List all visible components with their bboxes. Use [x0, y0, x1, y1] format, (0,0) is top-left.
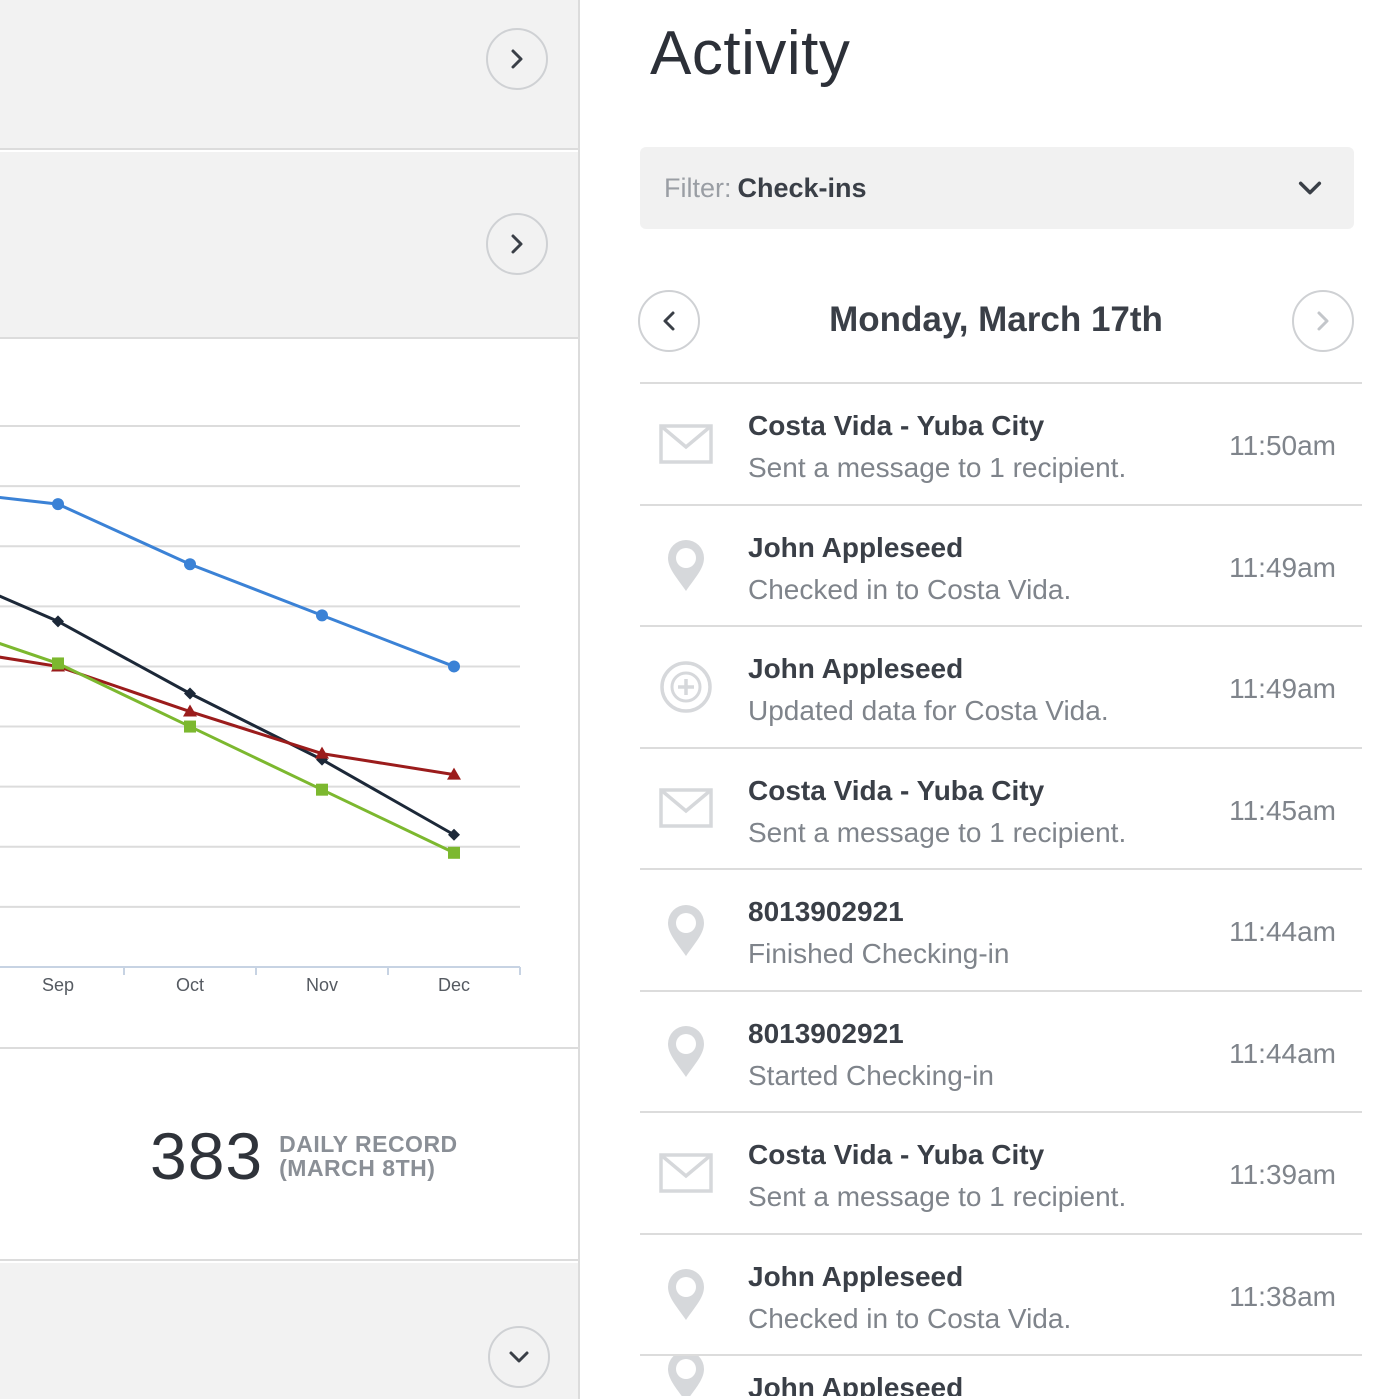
- chevron-right-icon: [511, 234, 523, 254]
- x-tick-label: Oct: [176, 975, 204, 995]
- activity-item-subtitle: Started Checking-in: [748, 1059, 994, 1091]
- chevron-down-icon: [509, 1351, 529, 1363]
- location-pin-icon: [658, 1356, 714, 1396]
- data-point: [52, 615, 64, 628]
- data-point: [448, 846, 460, 859]
- expand-button[interactable]: [486, 213, 548, 275]
- activity-item-time: 11:38am: [1229, 1280, 1336, 1312]
- activity-item[interactable]: 8013902921 Finished Checking-in 11:44am: [640, 870, 1362, 992]
- envelope-icon: [658, 1113, 714, 1233]
- x-tick-label: Nov: [306, 975, 338, 995]
- activity-item-subtitle: Updated data for Costa Vida.: [748, 695, 1109, 726]
- data-point: [315, 746, 329, 759]
- series-line: [0, 594, 455, 837]
- page-title: Activity: [650, 19, 851, 88]
- record-value: 383: [150, 1119, 264, 1193]
- activity-item-time: 11:44am: [1229, 916, 1336, 947]
- activity-item-subtitle: Finished Checking-in: [748, 938, 1010, 969]
- record-section: 383 DAILY RECORD (MARCH 8TH): [0, 1051, 578, 1261]
- next-day-button[interactable]: [1292, 290, 1354, 352]
- chevron-left-icon: [663, 311, 675, 331]
- record-label: DAILY RECORD (MARCH 8TH): [279, 1132, 458, 1180]
- activity-item-title: John Appleseed: [748, 1372, 964, 1396]
- location-pin-icon: [658, 1235, 714, 1355]
- record-label-line2: (MARCH 8TH): [279, 1155, 436, 1181]
- current-date: Monday, March 17th: [829, 300, 1163, 339]
- data-point: [52, 498, 64, 511]
- activity-item[interactable]: John Appleseed Updated data for Costa Vid…: [640, 627, 1362, 749]
- left-panel: Sep Oct Nov Dec 383 DAILY RECORD (MARCH 8TH…: [0, 0, 580, 1399]
- data-point: [316, 609, 328, 622]
- data-point: [316, 783, 328, 796]
- activity-item-title: John Appleseed: [748, 1260, 964, 1292]
- activity-item-time: 11:39am: [1229, 1159, 1336, 1190]
- activity-item-time: 11:49am: [1229, 551, 1336, 583]
- activity-panel: Activity Filter: Check-ins Monday, March…: [582, 0, 1400, 1399]
- activity-item[interactable]: Costa Vida - Yuba City Sent a message to …: [640, 384, 1362, 506]
- x-tick-label: Sep: [42, 975, 74, 995]
- envelope-icon: [658, 384, 714, 504]
- activity-item-subtitle: Checked in to Costa Vida.: [748, 573, 1072, 605]
- collapsed-section-1: [0, 0, 578, 150]
- activity-item[interactable]: 8013902921 Started Checking-in 11:44am: [640, 992, 1362, 1113]
- chart-section: Sep Oct Nov Dec: [0, 341, 578, 1049]
- activity-item-subtitle: Checked in to Costa Vida.: [748, 1302, 1072, 1334]
- data-point: [447, 767, 461, 780]
- plus-circle-icon: [658, 627, 714, 747]
- activity-item-time: 11:45am: [1229, 794, 1336, 826]
- expand-down-button[interactable]: [488, 1326, 550, 1388]
- date-navigator: Monday, March 17th: [638, 288, 1354, 354]
- activity-item[interactable]: John Appleseed Checked in to Costa Vida. 1…: [640, 506, 1362, 627]
- expand-button[interactable]: [486, 28, 548, 90]
- series-line: [0, 655, 455, 777]
- activity-item[interactable]: Costa Vida - Yuba City Sent a message to …: [640, 1113, 1362, 1235]
- activity-item-subtitle: Sent a message to 1 recipient.: [748, 1181, 1127, 1212]
- collapsed-section-3: [0, 1263, 578, 1399]
- location-pin-icon: [658, 506, 714, 626]
- activity-item-title: Costa Vida - Yuba City: [748, 1139, 1045, 1170]
- data-point: [52, 657, 64, 670]
- activity-list: Costa Vida - Yuba City Sent a message to …: [640, 382, 1362, 1396]
- series-line: [0, 496, 455, 668]
- data-point: [448, 660, 460, 673]
- line-chart: Sep Oct Nov Dec: [0, 425, 521, 995]
- activity-item-title: Costa Vida - Yuba City: [748, 774, 1045, 806]
- data-point: [184, 687, 196, 700]
- location-pin-icon: [658, 992, 714, 1112]
- location-pin-icon: [658, 870, 714, 990]
- data-point: [183, 704, 197, 717]
- activity-item-title: John Appleseed: [748, 531, 964, 563]
- record-label-line1: DAILY RECORD: [279, 1131, 458, 1157]
- previous-day-button[interactable]: [638, 290, 700, 352]
- series-line: [0, 642, 455, 855]
- envelope-icon: [658, 749, 714, 869]
- filter-label: Filter:: [664, 172, 732, 203]
- chevron-right-icon: [511, 49, 523, 69]
- filter-dropdown[interactable]: Filter: Check-ins: [640, 147, 1354, 229]
- data-point: [184, 720, 196, 733]
- activity-item-title: 8013902921: [748, 896, 904, 927]
- daily-record: 383 DAILY RECORD (MARCH 8TH): [150, 1123, 458, 1189]
- activity-item-time: 11:50am: [1229, 430, 1336, 461]
- activity-item-subtitle: Sent a message to 1 recipient.: [748, 816, 1127, 848]
- activity-item-title: Costa Vida - Yuba City: [748, 410, 1045, 441]
- data-point: [184, 558, 196, 571]
- activity-item[interactable]: John Appleseed Checked in to Costa Vida. 1…: [640, 1235, 1362, 1356]
- activity-item-title: 8013902921: [748, 1017, 904, 1049]
- activity-item[interactable]: John Appleseed: [640, 1356, 1362, 1396]
- collapsed-section-2: [0, 152, 578, 339]
- chevron-down-icon: [1298, 181, 1322, 195]
- activity-item-title: John Appleseed: [748, 653, 964, 684]
- activity-item-time: 11:49am: [1229, 673, 1336, 704]
- activity-item[interactable]: Costa Vida - Yuba City Sent a message to …: [640, 749, 1362, 870]
- x-tick-label: Dec: [438, 975, 470, 995]
- data-point: [448, 828, 460, 841]
- filter-value: Check-ins: [737, 172, 867, 203]
- activity-item-subtitle: Sent a message to 1 recipient.: [748, 452, 1127, 483]
- chevron-right-icon: [1317, 311, 1329, 331]
- activity-item-time: 11:44am: [1229, 1037, 1336, 1069]
